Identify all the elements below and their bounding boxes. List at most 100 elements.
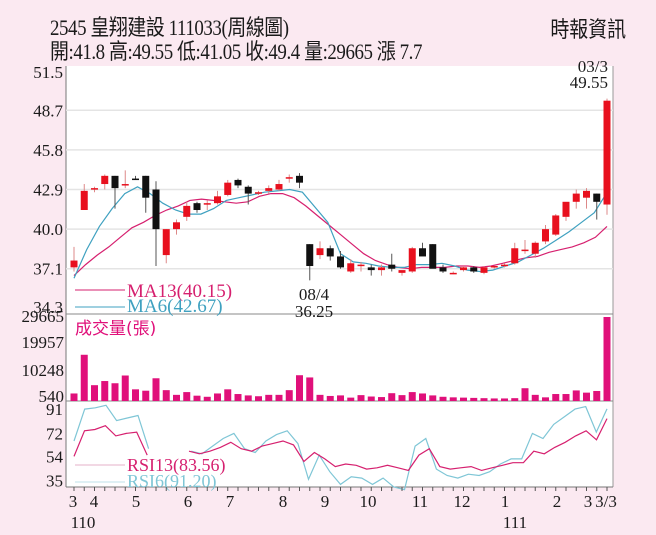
- candle: [326, 248, 334, 257]
- price-ytick: 34.3: [33, 298, 63, 317]
- volume-bar: [419, 393, 426, 401]
- year-label: 111: [503, 513, 527, 532]
- volume-bar: [183, 392, 191, 401]
- candle: [501, 264, 508, 267]
- volume-bar: [511, 398, 519, 401]
- price-ytick: 51.5: [33, 63, 63, 82]
- rsi-ytick: 35: [46, 472, 63, 491]
- month-label: 6: [184, 492, 193, 511]
- volume-bar: [142, 390, 150, 401]
- candle: [521, 249, 529, 252]
- candle: [439, 267, 447, 272]
- candle: [80, 190, 88, 210]
- volume-ytick: 29665: [22, 307, 65, 326]
- volume-label: 成交量(張): [75, 319, 156, 339]
- volume-bar: [439, 396, 447, 401]
- candle: [378, 267, 385, 271]
- volume-bar: [603, 317, 611, 401]
- candle: [255, 192, 262, 194]
- rsi-ytick: 54: [46, 447, 64, 466]
- candle: [91, 188, 98, 190]
- candle: [572, 193, 580, 202]
- volume-bar: [121, 375, 129, 401]
- candle: [470, 267, 478, 272]
- volume-bar: [224, 389, 232, 401]
- volume-bar: [593, 390, 601, 401]
- high-value: 49.55: [570, 73, 608, 92]
- volume-bar: [111, 383, 119, 401]
- volume-bar: [583, 392, 590, 401]
- candle: [429, 244, 437, 269]
- volume-bar: [429, 395, 437, 401]
- ma6-legend: MA6(42.67): [127, 296, 223, 317]
- volume-bar: [152, 378, 160, 401]
- candle: [142, 175, 150, 198]
- volume-bar: [80, 354, 88, 401]
- volume-bar: [173, 394, 180, 401]
- month-label: 3: [584, 492, 593, 511]
- volume-bar: [255, 396, 262, 401]
- candle: [398, 270, 406, 273]
- volume-bar: [70, 393, 78, 401]
- volume-bar: [337, 395, 344, 401]
- month-label: 10: [360, 492, 377, 511]
- low-date: 08/4: [299, 285, 330, 304]
- volume-bar: [132, 389, 139, 401]
- volume-bar: [542, 397, 549, 401]
- candle: [408, 248, 416, 272]
- volume-bar: [367, 396, 375, 401]
- volume-bar: [378, 397, 385, 401]
- candle: [183, 205, 191, 217]
- volume-bar: [101, 381, 109, 401]
- price-ytick: 40.0: [33, 220, 63, 239]
- candle: [265, 188, 273, 191]
- price-ytick: 48.7: [33, 101, 63, 120]
- candle: [306, 244, 314, 267]
- volume-bar: [408, 392, 416, 401]
- candle: [121, 184, 129, 186]
- candle: [337, 256, 344, 268]
- candle: [388, 264, 396, 269]
- candle: [552, 215, 560, 235]
- volume-bar: [162, 390, 170, 401]
- candle: [275, 184, 283, 190]
- candle: [419, 248, 426, 257]
- price-ytick: 42.9: [33, 181, 63, 200]
- volume-bar: [326, 395, 334, 401]
- month-label: 8: [279, 492, 288, 511]
- volume-bar: [562, 394, 570, 401]
- candle: [162, 229, 170, 256]
- year-label: 110: [71, 513, 96, 532]
- volume-bar: [234, 394, 242, 401]
- candle: [449, 272, 457, 275]
- rsi13-line: [73, 425, 148, 457]
- candle: [193, 203, 201, 210]
- candle: [593, 193, 601, 202]
- candle: [132, 178, 139, 181]
- volume-ytick: 19957: [22, 333, 65, 352]
- candle: [357, 264, 365, 267]
- price-ytick: 37.1: [33, 260, 63, 279]
- candle: [583, 190, 590, 198]
- rsi6-legend: RSI6(91.20): [127, 471, 217, 492]
- volume-bar: [316, 394, 324, 401]
- candle: [316, 248, 324, 256]
- volume-bar: [470, 397, 478, 401]
- month-label: 4: [90, 492, 99, 511]
- volume-bar: [521, 388, 529, 401]
- rsi-ytick: 72: [46, 424, 63, 443]
- candle: [542, 229, 549, 242]
- volume-bar: [193, 395, 201, 401]
- candle: [347, 263, 355, 272]
- candle: [203, 203, 211, 205]
- candle: [460, 267, 467, 271]
- volume-bar: [265, 394, 273, 401]
- chart-title: 2545 皇翔建設 111033(周線圖): [50, 15, 289, 40]
- volume-bar: [275, 394, 283, 401]
- rsi13-legend: RSI13(83.56): [127, 455, 226, 476]
- month-label: 3/3: [595, 492, 617, 511]
- candle: [562, 201, 570, 217]
- candle: [234, 179, 242, 186]
- month-label: 5: [132, 492, 141, 511]
